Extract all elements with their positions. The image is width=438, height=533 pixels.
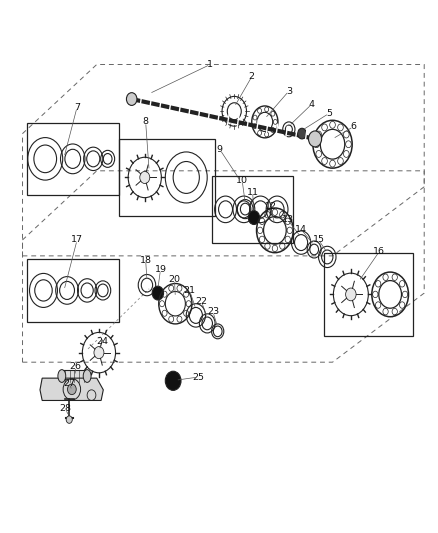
Text: 26: 26 xyxy=(70,362,82,371)
Text: 6: 6 xyxy=(350,122,357,131)
Text: 7: 7 xyxy=(74,102,80,111)
Text: 28: 28 xyxy=(59,405,71,414)
Circle shape xyxy=(94,346,104,359)
Text: 14: 14 xyxy=(295,225,307,234)
Circle shape xyxy=(297,128,306,139)
Bar xyxy=(27,123,119,195)
Text: 5: 5 xyxy=(326,109,332,118)
Text: 23: 23 xyxy=(207,307,219,316)
Circle shape xyxy=(248,211,260,224)
Circle shape xyxy=(67,384,76,394)
Ellipse shape xyxy=(83,369,91,382)
Bar xyxy=(27,259,119,322)
Text: 9: 9 xyxy=(217,145,223,154)
Circle shape xyxy=(140,172,150,183)
Text: 16: 16 xyxy=(373,247,385,256)
Text: 13: 13 xyxy=(282,215,293,224)
Circle shape xyxy=(66,416,72,423)
Text: 15: 15 xyxy=(313,236,325,245)
Text: 10: 10 xyxy=(236,176,248,185)
Text: 25: 25 xyxy=(192,373,204,382)
Bar xyxy=(324,253,413,336)
Text: 2: 2 xyxy=(249,72,255,81)
Bar xyxy=(119,139,215,216)
Text: 24: 24 xyxy=(96,337,108,346)
Circle shape xyxy=(346,288,356,301)
Text: 12: 12 xyxy=(265,203,276,212)
Text: 3: 3 xyxy=(286,86,292,95)
Circle shape xyxy=(165,371,181,390)
Circle shape xyxy=(127,93,137,106)
Bar xyxy=(62,369,87,382)
Text: 19: 19 xyxy=(155,265,166,274)
Text: 21: 21 xyxy=(184,286,196,295)
Text: 20: 20 xyxy=(169,275,180,284)
Text: 4: 4 xyxy=(308,100,314,109)
Circle shape xyxy=(308,131,321,147)
Bar xyxy=(212,176,293,243)
Text: 17: 17 xyxy=(71,236,83,245)
Text: 8: 8 xyxy=(143,117,148,126)
Text: 1: 1 xyxy=(207,60,213,69)
Text: 18: 18 xyxy=(140,256,152,264)
Circle shape xyxy=(152,286,163,300)
Text: 27: 27 xyxy=(64,379,76,388)
Text: 22: 22 xyxy=(195,297,208,306)
Ellipse shape xyxy=(58,369,66,382)
Polygon shape xyxy=(40,378,103,400)
Text: 11: 11 xyxy=(247,188,258,197)
